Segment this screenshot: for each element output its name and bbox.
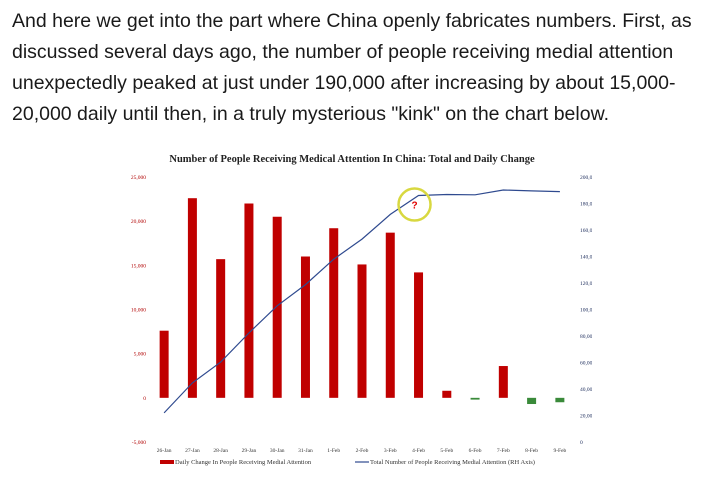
bar-27-Jan [187,198,197,398]
x-tick-label: 26-Jan [157,448,172,454]
x-tick-label: 28-Jan [213,448,228,454]
x-tick-label: 5-Feb [440,448,453,454]
y-right-tick-label: 20,000 [580,414,592,420]
legend-bar-label: Daily Change In People Receiving Medial … [175,459,312,466]
x-tick-label: 30-Jan [270,448,285,454]
y-right-tick-label: 200,000 [580,175,592,181]
article-paragraph: And here we get into the part where Chin… [12,10,692,125]
chart-svg: Number of People Receiving Medical Atten… [112,146,592,476]
y-right-tick-label: 100,000 [580,308,592,314]
bar-2-Feb [357,264,367,398]
bar-9-Feb [555,397,565,403]
chart-background [112,146,592,476]
legend-bar-swatch [160,460,174,464]
bar-26-Jan [159,330,169,398]
y-left-tick-label: 25,000 [131,175,146,181]
y-left-tick-label: 0 [143,396,146,402]
bar-8-Feb [527,397,537,405]
chart-figure: Number of People Receiving Medical Atten… [112,146,592,476]
y-right-tick-label: 180,000 [580,202,592,208]
bar-3-Feb [385,232,395,398]
x-tick-label: 29-Jan [242,448,257,454]
annotation-question-mark: ? [411,201,417,212]
bar-6-Feb [470,397,480,400]
y-right-tick-label: 120,000 [580,281,592,287]
y-left-tick-label: 10,000 [131,308,146,314]
y-right-tick-label: 160,000 [580,228,592,234]
x-tick-label: 4-Feb [412,448,425,454]
y-left-tick-label: 15,000 [131,263,146,269]
chart-title: Number of People Receiving Medical Atten… [169,154,535,165]
bar-30-Jan [272,216,282,398]
bar-4-Feb [414,272,424,398]
bar-5-Feb [442,390,452,398]
x-tick-label: 27-Jan [185,448,200,454]
y-left-tick-label: 5,000 [134,352,147,358]
bar-1-Feb [329,228,339,398]
x-tick-label: 2-Feb [356,448,369,454]
x-tick-label: 9-Feb [553,448,566,454]
y-right-tick-label: 0 [580,440,583,446]
bar-28-Jan [216,259,226,398]
x-tick-label: 31-Jan [298,448,313,454]
y-right-tick-label: 40,000 [580,387,592,393]
x-tick-label: 7-Feb [497,448,510,454]
x-tick-label: 6-Feb [469,448,482,454]
bar-7-Feb [498,366,508,398]
y-right-tick-label: 140,000 [580,255,592,261]
annotation-circle [397,187,432,222]
bar-29-Jan [244,203,254,398]
x-tick-label: 8-Feb [525,448,538,454]
legend-line-label: Total Number of People Receiving Medial … [370,459,535,466]
y-right-tick-label: 80,000 [580,334,592,340]
total-line [163,189,560,414]
y-right-tick-label: 60,000 [580,361,592,367]
y-left-tick-label: 20,000 [131,219,146,225]
x-tick-label: 3-Feb [384,448,397,454]
x-tick-label: 1-Feb [327,448,340,454]
y-left-tick-label: -5,000 [132,440,146,446]
bar-31-Jan [300,256,310,398]
